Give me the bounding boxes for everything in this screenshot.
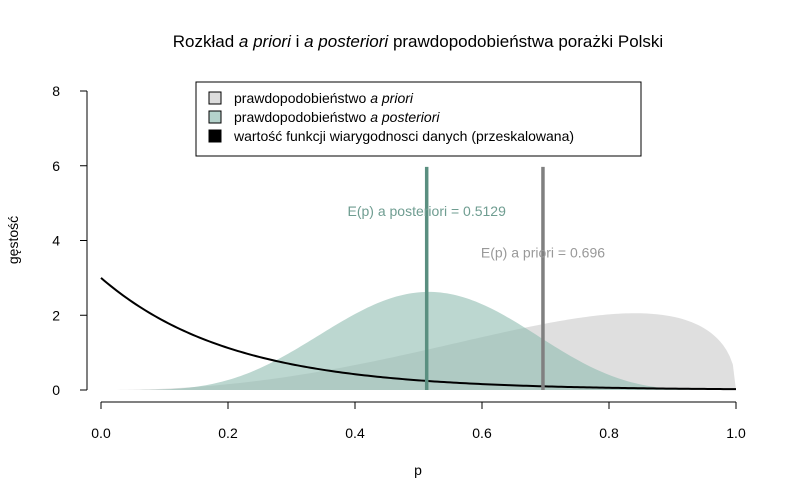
x-tick-label: 0.6 — [472, 425, 492, 441]
x-tick-label: 0.4 — [345, 425, 365, 441]
y-tick-label: 2 — [52, 307, 60, 323]
y-axis-label: gęstość — [5, 216, 21, 264]
legend-swatch-prior — [208, 91, 222, 105]
legend-label-likelihood: wartość funkcji wiarygodnosci danych (pr… — [233, 128, 574, 144]
y-tick-label: 6 — [52, 158, 60, 174]
x-tick-label: 1.0 — [726, 425, 746, 441]
y-tick-label: 4 — [52, 233, 60, 249]
legend-swatch-posterior — [208, 110, 222, 124]
x-axis-label: p — [414, 462, 422, 478]
posterior-mean-annotation: E(p) a posteriori = 0.5129 — [348, 203, 507, 219]
chart-title: Rozkład a priori i a posteriori prawdopo… — [173, 32, 663, 51]
series-layer — [100, 277, 737, 391]
legend-label-prior: prawdopodobieństwo a priori — [234, 90, 414, 106]
legend-swatch-likelihood — [208, 129, 222, 143]
x-ticks: 0.0 0.2 0.4 0.6 0.8 1.0 — [91, 402, 746, 441]
legend-label-posterior: prawdopodobieństwo a posteriori — [234, 109, 440, 125]
vline-layer — [424, 166, 545, 390]
legend: prawdopodobieństwo a priori prawdopodobi… — [195, 81, 642, 157]
x-tick-label: 0.0 — [91, 425, 111, 441]
posterior-density-area — [101, 291, 736, 390]
legend-box — [195, 81, 642, 157]
y-tick-label: 8 — [52, 83, 60, 99]
x-tick-label: 0.8 — [599, 425, 619, 441]
x-tick-label: 0.2 — [218, 425, 238, 441]
prior-mean-annotation: E(p) a priori = 0.696 — [481, 244, 605, 260]
annotation-layer: E(p) a posteriori = 0.5129 E(p) a priori … — [348, 203, 606, 260]
y-ticks: 0 2 4 6 8 — [52, 83, 87, 398]
y-tick-label: 0 — [52, 382, 60, 398]
likelihood-curve — [100, 277, 737, 391]
